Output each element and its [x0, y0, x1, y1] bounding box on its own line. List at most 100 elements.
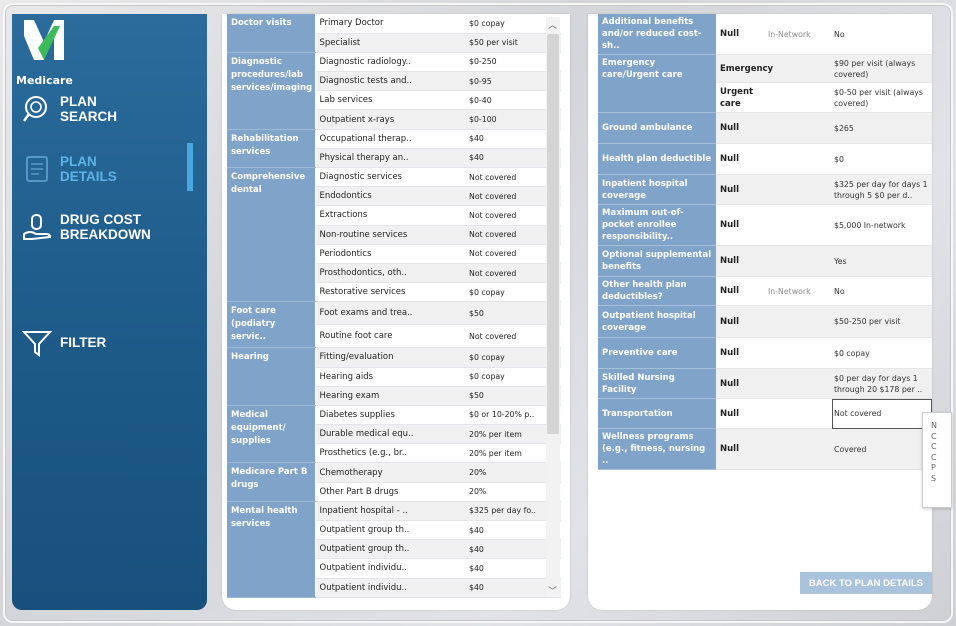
- table-row: Skilled Nursing Facility Null $0 per day f…: [598, 368, 932, 399]
- summary-value: Covered: [832, 428, 932, 470]
- summary-provider: Null: [716, 276, 768, 306]
- summary-value: $265: [832, 112, 932, 144]
- tooltip-line: S: [931, 473, 937, 483]
- summary-provider: Null: [716, 305, 768, 338]
- benefit-service: Primary Doctor: [315, 14, 465, 34]
- benefit-cost: $0-95: [465, 71, 561, 92]
- benefit-service: Non-routine services: [315, 225, 465, 245]
- summary-value: Not covered: [832, 398, 932, 429]
- benefit-service: Prosthetics (e.g., br..: [315, 443, 465, 464]
- benefit-cost: $40: [465, 558, 561, 579]
- tooltip-line: C: [931, 442, 937, 451]
- sidebar-item-plan-details[interactable]: PLAN DETAILS: [22, 154, 117, 184]
- benefit-service: Diabetes supplies: [315, 405, 465, 426]
- table-row: Urgent care $0-50 per visit (always cover…: [598, 82, 932, 113]
- benefits-scroll-thumb[interactable]: [547, 34, 559, 434]
- table-row: Outpatient individu.. $40: [227, 578, 561, 598]
- benefit-category: Medical equipment/ supplies: [227, 405, 316, 464]
- summary-network: [768, 112, 832, 144]
- back-to-plan-details-button[interactable]: BACK TO PLAN DETAILS: [800, 572, 932, 594]
- table-row: Durable medical equ.. 20% per item: [227, 424, 561, 445]
- benefit-cost: 20%: [465, 462, 561, 483]
- summary-provider: Emergency: [716, 54, 773, 83]
- table-row: Doctor visits Primary Doctor $0 copay: [227, 14, 561, 53]
- summary-value: $0 copay: [832, 337, 932, 369]
- summary-category: Optional supplemental benefits: [598, 245, 716, 277]
- benefit-service: Hearing exam: [315, 386, 465, 406]
- benefit-category: Rehabilitation services: [227, 129, 316, 169]
- benefit-service: Physical therapy an..: [315, 148, 465, 169]
- benefit-cost: Not covered: [465, 225, 561, 245]
- benefit-cost: $40: [465, 578, 561, 598]
- scroll-up-icon[interactable]: ︿: [548, 21, 558, 31]
- benefit-cost: 20% per item: [465, 424, 561, 445]
- table-row: Ground ambulance Null $265: [598, 112, 932, 144]
- benefit-service: Outpatient group th..: [315, 520, 465, 541]
- benefit-service: Outpatient individu..: [315, 558, 465, 579]
- summary-category: Transportation: [598, 398, 716, 429]
- summary-category: Maximum out-of-pocket enrollee responsib…: [598, 204, 716, 246]
- summary-provider: Null: [716, 174, 768, 205]
- benefit-service: Diagnostic radiology..: [315, 52, 465, 73]
- benefit-category: Medicare Part B drugs: [227, 462, 316, 502]
- benefit-cost: $50: [465, 301, 561, 326]
- sidebar: Medicare PLAN SEARCH PLAN DETAILS DRUG C…: [12, 14, 207, 610]
- table-row: Prosthetics (e.g., br.. 20% per item: [227, 443, 561, 464]
- summary-network: [768, 82, 832, 113]
- benefit-cost: $50: [465, 386, 561, 406]
- benefit-cost: $0-250: [465, 52, 561, 73]
- table-row: Diagnostic procedures/lab services/imagi…: [227, 52, 561, 130]
- table-row: Wellness programs (e.g., fitness, nursin…: [598, 428, 932, 470]
- sidebar-item-plan-search[interactable]: PLAN SEARCH: [22, 94, 117, 124]
- summary-provider: Null: [716, 204, 768, 246]
- table-row: Other Part B drugs 20%: [227, 482, 561, 502]
- benefit-cost: $0 copay: [465, 347, 561, 368]
- summary-panel: Additional benefits and/or reduced cost-…: [588, 14, 932, 610]
- summary-network: [768, 368, 832, 399]
- table-row: Health plan deductible Null $0: [598, 143, 932, 175]
- benefit-service: Prosthodontics, oth..: [315, 263, 465, 284]
- table-row: Emergency care/Urgent care Emergency $90 p…: [598, 54, 932, 113]
- summary-network: [768, 337, 832, 369]
- benefit-service: Occupational therap..: [315, 129, 465, 149]
- sidebar-item-filter[interactable]: FILTER: [22, 328, 106, 358]
- table-row: Physical therapy an.. $40: [227, 148, 561, 169]
- benefit-cost: Not covered: [465, 167, 561, 188]
- benefit-cost: Not covered: [465, 186, 561, 207]
- table-row: Extractions Not covered: [227, 205, 561, 226]
- table-row: Additional benefits and/or reduced cost-…: [598, 14, 932, 55]
- benefit-category: Mental health services: [227, 501, 316, 598]
- table-row: Outpatient individu.. $40: [227, 558, 561, 579]
- table-row: Medicare Part B drugs Chemotherapy 20%: [227, 462, 561, 502]
- table-row: Preventive care Null $0 copay: [598, 337, 932, 369]
- table-row: Diagnostic tests and.. $0-95: [227, 71, 561, 92]
- table-row: Periodontics Not covered: [227, 244, 561, 264]
- benefit-service: Other Part B drugs: [315, 482, 465, 502]
- benefit-service: Durable medical equ..: [315, 424, 465, 445]
- summary-value: Yes: [832, 245, 932, 277]
- table-row: Non-routine services Not covered: [227, 225, 561, 245]
- benefit-service: Routine foot care: [315, 324, 465, 349]
- table-row: Comprehensive dental Diagnostic services N…: [227, 167, 561, 303]
- funnel-icon: [22, 331, 52, 357]
- summary-network: [768, 204, 832, 246]
- table-row: Routine foot care Not covered: [227, 324, 561, 349]
- summary-value: $5,000 In-network: [832, 204, 932, 246]
- table-row: Transportation Null Not covered: [598, 398, 932, 429]
- benefit-cost: Not covered: [465, 205, 561, 226]
- summary-value: No: [832, 276, 932, 306]
- sidebar-item-drug-cost[interactable]: DRUG COST BREAKDOWN: [22, 212, 151, 242]
- sidebar-item-label: PLAN SEARCH: [60, 94, 118, 124]
- benefit-service: Extractions: [315, 205, 465, 226]
- table-row: Lab services $0-40: [227, 90, 561, 111]
- benefit-service: Endodontics: [315, 186, 465, 207]
- benefits-table: Doctor visits Primary Doctor $0 copay Speci…: [227, 14, 561, 598]
- summary-provider: Null: [716, 143, 768, 175]
- table-row: Rehabilitation services Occupational ther…: [227, 129, 561, 169]
- benefit-service: Outpatient group th..: [315, 539, 465, 560]
- scroll-down-icon[interactable]: ﹀: [548, 587, 558, 597]
- benefit-cost: $0-40: [465, 90, 561, 111]
- summary-provider: Null: [716, 112, 768, 144]
- summary-network: [768, 305, 832, 338]
